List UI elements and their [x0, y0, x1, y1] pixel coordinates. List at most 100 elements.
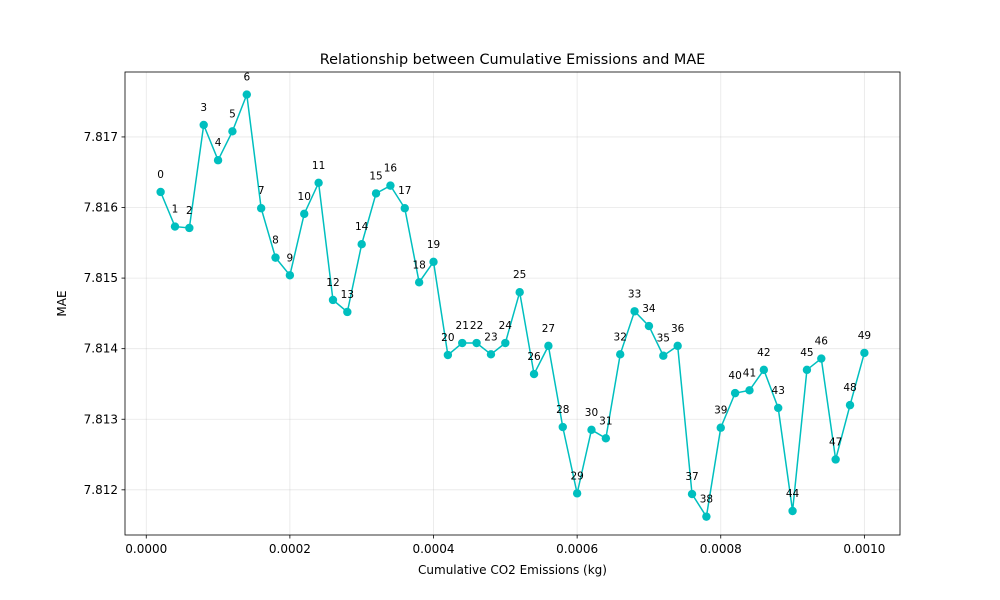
point-label: 30 [585, 407, 598, 419]
data-point [386, 181, 395, 190]
point-label: 39 [714, 405, 727, 417]
x-tick-label: 0.0004 [413, 542, 455, 556]
point-label: 41 [743, 367, 756, 379]
data-point [745, 386, 754, 395]
data-point [644, 321, 654, 331]
point-label: 35 [657, 333, 670, 345]
data-point [730, 388, 740, 398]
point-label: 14 [355, 221, 369, 233]
point-label: 9 [287, 252, 294, 264]
point-label: 46 [815, 336, 829, 348]
data-point [486, 350, 496, 359]
point-label: 49 [858, 330, 871, 342]
point-label: 38 [700, 494, 713, 506]
point-label: 29 [570, 470, 583, 482]
data-point [256, 204, 266, 213]
point-label: 37 [685, 471, 698, 483]
point-label: 32 [614, 331, 627, 343]
point-label: 24 [499, 320, 513, 332]
data-point [702, 512, 711, 521]
point-label: 4 [215, 137, 222, 149]
data-point [845, 400, 855, 410]
x-axis-ticks: 0.0000 0.0002 0.0004 0.0006 0.0008 0.0010 [125, 535, 885, 556]
data-point [558, 422, 567, 432]
data-point [228, 127, 237, 136]
point-label: 45 [800, 347, 813, 359]
point-label: 34 [642, 303, 656, 315]
point-label: 1 [172, 204, 179, 216]
data-point [759, 365, 769, 375]
point-label: 27 [542, 323, 555, 335]
data-point [429, 257, 438, 267]
y-tick-label: 7.814 [84, 342, 118, 356]
x-tick-label: 0.0006 [556, 542, 598, 556]
data-point [400, 204, 409, 213]
point-label: 22 [470, 320, 483, 332]
y-axis-label: MAE [55, 290, 69, 316]
data-point [587, 425, 596, 435]
chart-title: Relationship between Cumulative Emission… [320, 52, 706, 68]
series-mae [156, 90, 869, 521]
data-point [213, 156, 223, 165]
point-label: 33 [628, 288, 641, 300]
y-axis-ticks: 7.812 7.813 7.814 7.815 7.816 7.817 [84, 130, 125, 497]
point-label: 28 [556, 404, 569, 416]
point-label: 13 [341, 289, 354, 301]
data-point [472, 338, 481, 348]
data-point [673, 341, 682, 351]
data-point [572, 489, 582, 498]
point-label: 40 [728, 370, 741, 382]
data-point [774, 403, 783, 413]
point-label: 18 [412, 259, 425, 271]
data-point [199, 120, 208, 130]
data-point [616, 350, 625, 359]
data-point [817, 354, 826, 363]
x-tick-label: 0.0008 [700, 542, 742, 556]
data-point [788, 506, 797, 516]
data-point [630, 307, 639, 316]
data-point [687, 489, 697, 499]
y-tick-label: 7.817 [84, 130, 118, 144]
point-label: 23 [484, 331, 497, 343]
y-tick-label: 7.816 [84, 201, 118, 215]
y-tick-label: 7.813 [84, 412, 118, 426]
x-tick-label: 0.0010 [843, 542, 885, 556]
y-tick-label: 7.815 [84, 271, 118, 285]
data-point [357, 240, 366, 249]
data-point [659, 351, 668, 360]
point-label: 25 [513, 269, 526, 281]
data-point [242, 90, 251, 99]
data-point [271, 253, 280, 262]
point-label: 5 [229, 108, 236, 120]
data-point [185, 223, 194, 233]
data-point [802, 365, 812, 375]
data-point [860, 348, 869, 358]
point-label: 2 [186, 205, 193, 217]
data-point [285, 271, 295, 280]
point-label: 31 [599, 415, 612, 427]
grid [125, 72, 900, 535]
data-point [458, 338, 467, 348]
data-point [328, 295, 338, 305]
point-label: 12 [326, 277, 339, 289]
data-point [314, 178, 323, 188]
data-point [529, 369, 539, 379]
point-label: 11 [312, 160, 325, 172]
point-label: 36 [671, 323, 685, 335]
data-point [414, 278, 424, 287]
point-label: 26 [527, 351, 541, 363]
point-label: 7 [258, 185, 265, 197]
point-label: 6 [243, 72, 250, 84]
data-point [343, 307, 352, 317]
data-point [601, 434, 611, 443]
x-tick-label: 0.0000 [125, 542, 167, 556]
plot-frame [124, 71, 901, 536]
data-line [159, 94, 866, 519]
point-label: 10 [298, 191, 311, 203]
point-label: 43 [772, 385, 785, 397]
point-label: 44 [786, 488, 800, 500]
x-axis-label: Cumulative CO2 Emissions (kg) [418, 563, 607, 577]
data-point [300, 209, 309, 219]
